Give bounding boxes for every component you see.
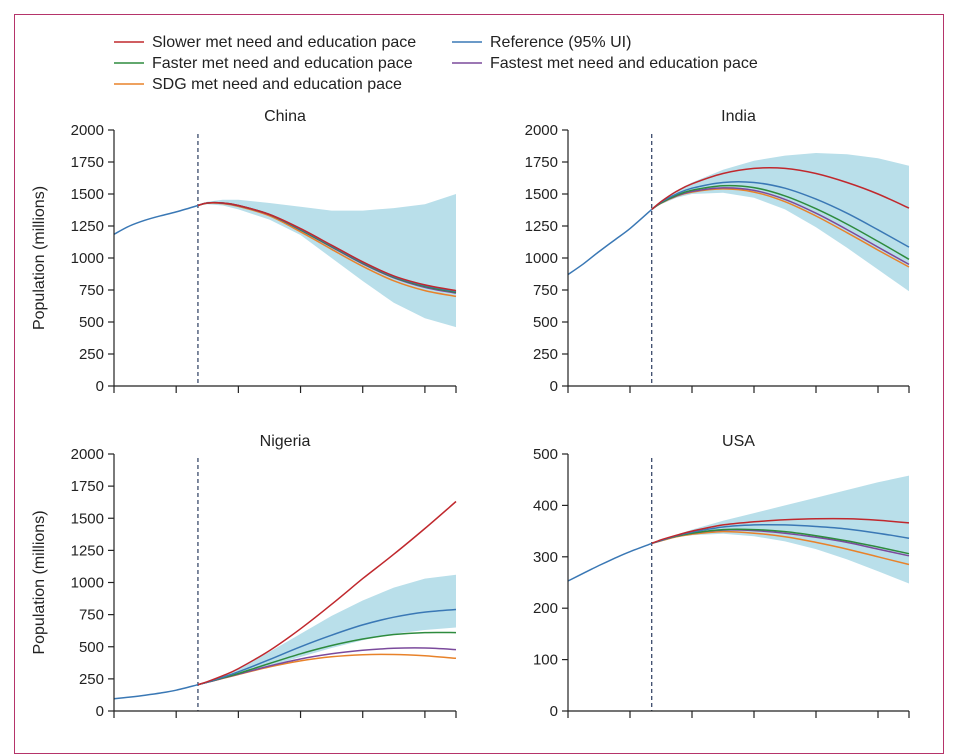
y-tick-label: 400 [533,497,558,514]
y-tick-label: 1250 [71,542,104,559]
series-line-faster-met-need-and-education-pace [651,184,910,260]
series-line-reference-95-ui [651,181,910,248]
y-tick-label: 300 [533,549,558,566]
uncertainty-band [651,475,909,584]
y-tick-label: 500 [79,639,104,656]
legend-label-faster: Faster met need and education pace [152,55,413,72]
history-line [113,683,199,700]
y-tick-label: 100 [533,652,558,669]
legend-label-sdg: SDG met need and education pace [152,76,402,93]
y-tick-label: 200 [533,600,558,617]
legend: Slower met need and education pace Refer… [114,34,758,93]
series-line-slower-met-need-and-education-pace [651,517,910,545]
panel-china: 0 250 500 750 1000 1250 1500 1750 2000 China Popul… [31,108,457,395]
uncertainty-band [197,574,456,685]
chart-canvas: Slower met need and education pace Refer… [31,34,910,720]
y-tick-label: 1750 [525,154,558,171]
y-tick-label: 250 [79,671,104,688]
legend-label-slower: Slower met need and education pace [152,34,416,51]
series-line-slower-met-need-and-education-pace [197,500,457,686]
legend-label-reference: Reference (95% UI) [490,34,631,51]
uncertainty-band [651,153,909,292]
history-line [567,208,653,276]
panel-title: Nigeria [260,433,311,450]
y-tick-label: 1500 [71,186,104,203]
y-tick-label: 500 [533,446,558,463]
y-tick-label: 750 [79,607,104,624]
y-tick-label: 750 [79,282,104,299]
y-tick-label: 1500 [71,510,104,527]
y-tick-label: 1000 [525,250,558,267]
y-tick-label: 1750 [71,154,104,171]
panel-india: 0 250 500 750 1000 1250 1500 1750 2000 India [525,108,910,395]
y-tick-label: 2000 [71,446,104,463]
panel-usa: 0 100 200 300 400 500 USA [533,433,910,720]
y-tick-label: 2000 [525,122,558,139]
panel-nigeria: 0 250 500 750 1000 1250 1500 1750 2000 Nigeria Pop… [31,433,457,720]
y-tick-label: 750 [533,282,558,299]
y-tick-label: 250 [533,346,558,363]
panels: 025050075010001250150017502000ChinaPopul… [31,108,910,720]
y-axis-label: Population (millions) [31,510,48,654]
panel-title: USA [722,433,755,450]
series-line-slower-met-need-and-education-pace [651,166,910,210]
y-tick-label: 0 [96,378,104,395]
y-tick-label: 0 [550,703,558,720]
y-tick-label: 1000 [71,250,104,267]
y-tick-label: 1500 [525,186,558,203]
y-tick-label: 500 [79,314,104,331]
y-tick-label: 0 [550,378,558,395]
panel-title: China [264,108,306,125]
panel-title: India [721,108,756,125]
series-line-slower-met-need-and-education-pace [197,201,457,292]
series-line-reference-95-ui [197,608,457,686]
y-tick-label: 2000 [71,122,104,139]
history-line [113,204,199,235]
y-axis-label: Population (millions) [31,186,48,330]
y-tick-label: 1000 [71,575,104,592]
y-tick-label: 1250 [71,218,104,235]
figure: Slower met need and education pace Refer… [14,14,944,754]
history-line [567,542,652,582]
y-tick-label: 250 [79,346,104,363]
y-tick-label: 1750 [71,478,104,495]
y-tick-label: 1250 [525,218,558,235]
uncertainty-band [197,194,456,328]
y-tick-label: 500 [533,314,558,331]
y-tick-label: 0 [96,703,104,720]
series-line-fastest-met-need-and-education-pace [197,647,457,686]
legend-label-fastest: Fastest met need and education pace [490,55,758,72]
